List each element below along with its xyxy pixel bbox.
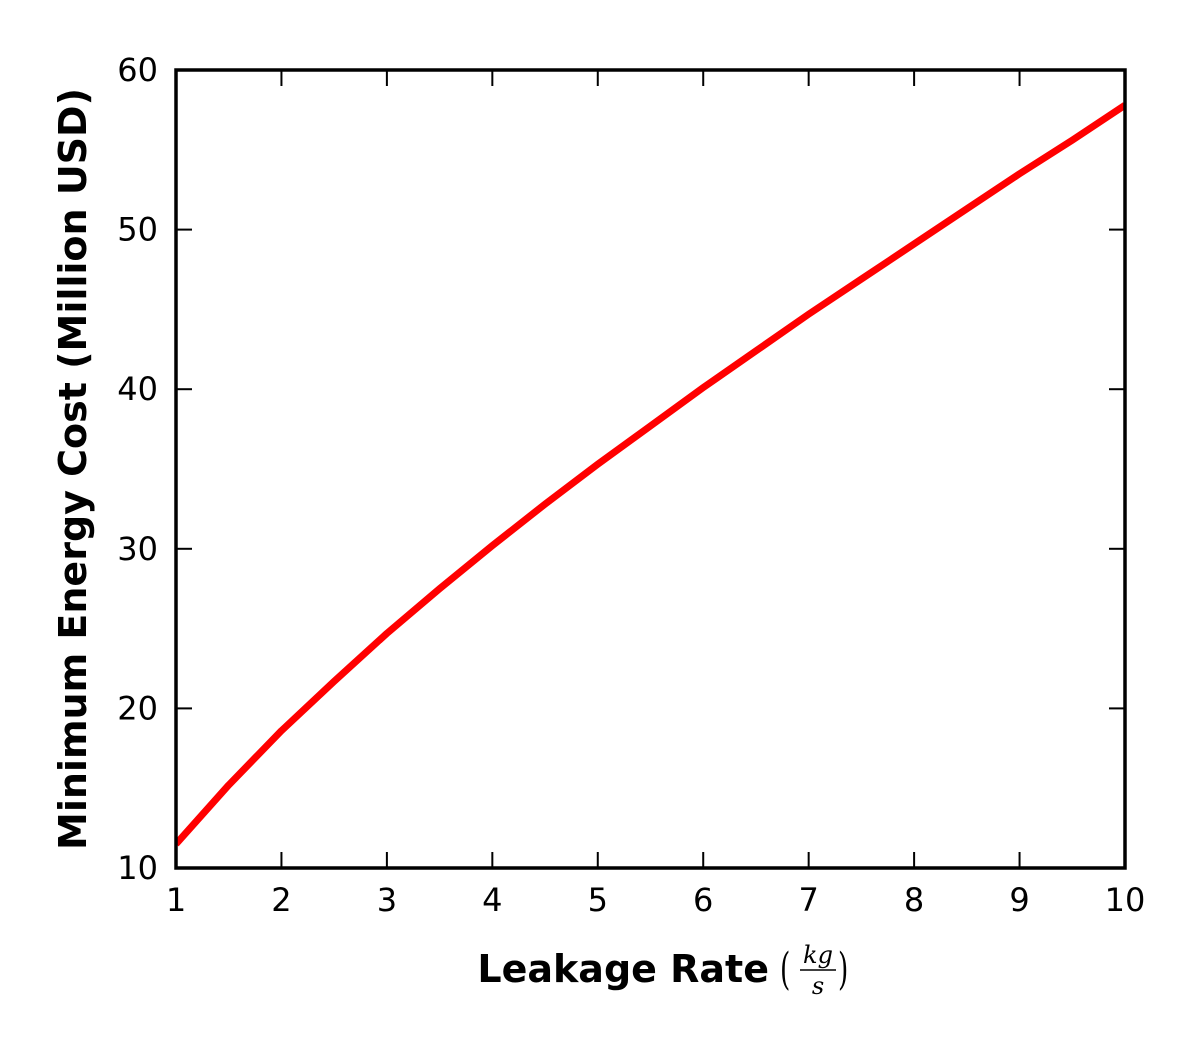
y-axis-label: Minimum Energy Cost (Million USD) — [51, 88, 95, 850]
y-tick-label: 10 — [117, 849, 158, 887]
labels-layer: Minimum Energy Cost (Million USD) Leakag… — [51, 88, 848, 1000]
x-tick-label: 4 — [482, 881, 502, 919]
y-tick-label: 50 — [117, 211, 158, 249]
x-axis-unit: ( kg s ) — [780, 941, 848, 1000]
x-tick-label: 2 — [271, 881, 291, 919]
unit-numerator: kg — [803, 941, 833, 969]
x-tick-label: 1 — [166, 881, 186, 919]
ticks-layer: 1 2 3 4 5 6 7 8 9 10 10 20 30 40 50 60 — [117, 51, 1145, 919]
x-tick-label: 9 — [1009, 881, 1029, 919]
unit-denominator: s — [812, 972, 824, 1000]
x-axis-label-text: Leakage Rate — [477, 947, 769, 991]
series-line — [176, 102, 1125, 847]
y-tick-label: 20 — [117, 689, 158, 727]
x-tick-label: 10 — [1105, 881, 1146, 919]
x-tick-label: 6 — [693, 881, 713, 919]
x-tick-label: 8 — [904, 881, 924, 919]
x-tick-label: 5 — [588, 881, 608, 919]
x-axis-label: Leakage Rate ( kg s ) — [477, 941, 848, 1000]
x-tick-label: 7 — [798, 881, 818, 919]
x-tick-label: 3 — [377, 881, 397, 919]
plot-frame — [174, 68, 1127, 870]
y-tick-label: 60 — [117, 51, 158, 89]
y-tick-label: 40 — [117, 370, 158, 408]
unit-left-paren: ( — [780, 943, 790, 995]
series-layer — [176, 102, 1125, 847]
y-tick-label: 30 — [117, 530, 158, 568]
unit-right-paren: ) — [838, 943, 848, 995]
